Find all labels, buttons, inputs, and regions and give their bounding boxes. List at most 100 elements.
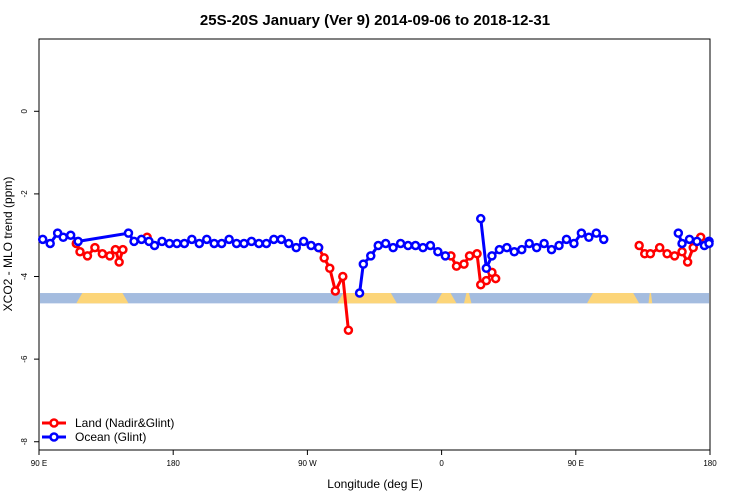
data-point [313, 242, 324, 253]
data-point [136, 234, 147, 245]
data-point [75, 246, 85, 257]
chart-title: 25S-20S January (Ver 9) 2014-09-06 to 20… [200, 12, 550, 29]
y-tick-label-2: -4 [20, 272, 29, 280]
data-point [231, 238, 242, 249]
data-point [246, 236, 257, 247]
data-point [330, 286, 341, 296]
data-point [82, 251, 93, 261]
legend-ocean-marker [49, 432, 59, 442]
data-point [524, 238, 534, 249]
data-point [481, 275, 492, 286]
legend-ocean-label: Ocean (Glint) [75, 430, 146, 444]
data-point [164, 238, 175, 249]
land-ocean-mask [40, 293, 709, 304]
data-point [114, 257, 124, 267]
data-point [216, 238, 227, 249]
x-tick-label-4: 90 E [568, 459, 584, 468]
data-point [65, 230, 76, 240]
data-point [373, 240, 383, 251]
data-point [475, 213, 486, 224]
legend: Land (Nadir&Glint) Ocean (Glint) [42, 416, 174, 444]
data-point [472, 249, 482, 259]
data-point [704, 238, 714, 249]
data-point [179, 238, 190, 249]
data-point [284, 238, 294, 249]
data-point [298, 236, 309, 247]
data-point [440, 251, 451, 261]
data-point [90, 242, 100, 253]
data-point [338, 271, 348, 282]
data-point [464, 251, 475, 261]
data-point [561, 234, 572, 245]
data-point [380, 238, 391, 249]
data-point [224, 234, 234, 245]
data-point [516, 244, 527, 255]
x-tick-label-2: 90 W [298, 459, 317, 468]
land-region-2 [436, 293, 457, 304]
data-point [584, 232, 594, 243]
series [37, 213, 714, 335]
data-point [129, 236, 139, 247]
data-point [677, 238, 687, 249]
data-point [487, 251, 497, 261]
data-point [261, 238, 272, 249]
data-point [123, 228, 134, 238]
data-point [490, 273, 501, 284]
x-tick-label-1: 180 [167, 459, 181, 468]
data-point [451, 261, 462, 271]
data-point [433, 246, 443, 257]
data-point [202, 234, 212, 245]
legend-land-label: Land (Nadir&Glint) [75, 416, 174, 430]
data-point [682, 257, 693, 267]
data-point [209, 238, 219, 249]
data-point [546, 244, 557, 255]
data-point [599, 234, 609, 245]
x-axis: 90 E 180 90 W 0 90 E 180 [31, 450, 717, 468]
data-point [73, 236, 83, 247]
data-point [531, 242, 542, 253]
land-region-1 [337, 293, 397, 304]
data-point [509, 246, 520, 257]
x-axis-label: Longitude (deg E) [327, 477, 422, 491]
data-point [172, 238, 182, 249]
data-point [684, 234, 695, 245]
data-point [569, 238, 579, 249]
data-point [118, 244, 128, 255]
series-land [71, 232, 706, 335]
x-tick-label-0: 90 E [31, 459, 47, 468]
data-point [410, 240, 421, 251]
data-point [306, 240, 316, 251]
series-ocean [37, 213, 714, 298]
data-point [677, 246, 687, 257]
data-point [576, 228, 587, 238]
series-line-1-1 [358, 241, 447, 294]
data-point [554, 240, 564, 251]
data-point [254, 238, 264, 249]
data-point [110, 244, 121, 255]
data-point [673, 228, 684, 238]
data-point [97, 249, 108, 259]
data-point [539, 238, 549, 249]
data-point [276, 234, 287, 245]
data-point [343, 325, 354, 335]
data-point [418, 242, 428, 253]
y-axis-label: XCO2 - MLO trend (ppm) [1, 177, 15, 312]
data-point [58, 232, 68, 243]
data-point [149, 240, 160, 251]
data-point [354, 288, 365, 298]
data-point [591, 228, 602, 238]
legend-land-marker [49, 418, 59, 428]
data-point [634, 240, 644, 251]
data-point [662, 249, 672, 259]
x-tick-label-3: 0 [439, 459, 444, 468]
data-point [194, 238, 205, 249]
data-point [481, 263, 492, 274]
data-point [291, 242, 301, 253]
data-point [692, 236, 702, 247]
data-point [654, 242, 665, 253]
data-point [502, 242, 512, 253]
data-point [269, 234, 279, 245]
land-region-5 [648, 293, 653, 304]
data-point [403, 240, 413, 251]
